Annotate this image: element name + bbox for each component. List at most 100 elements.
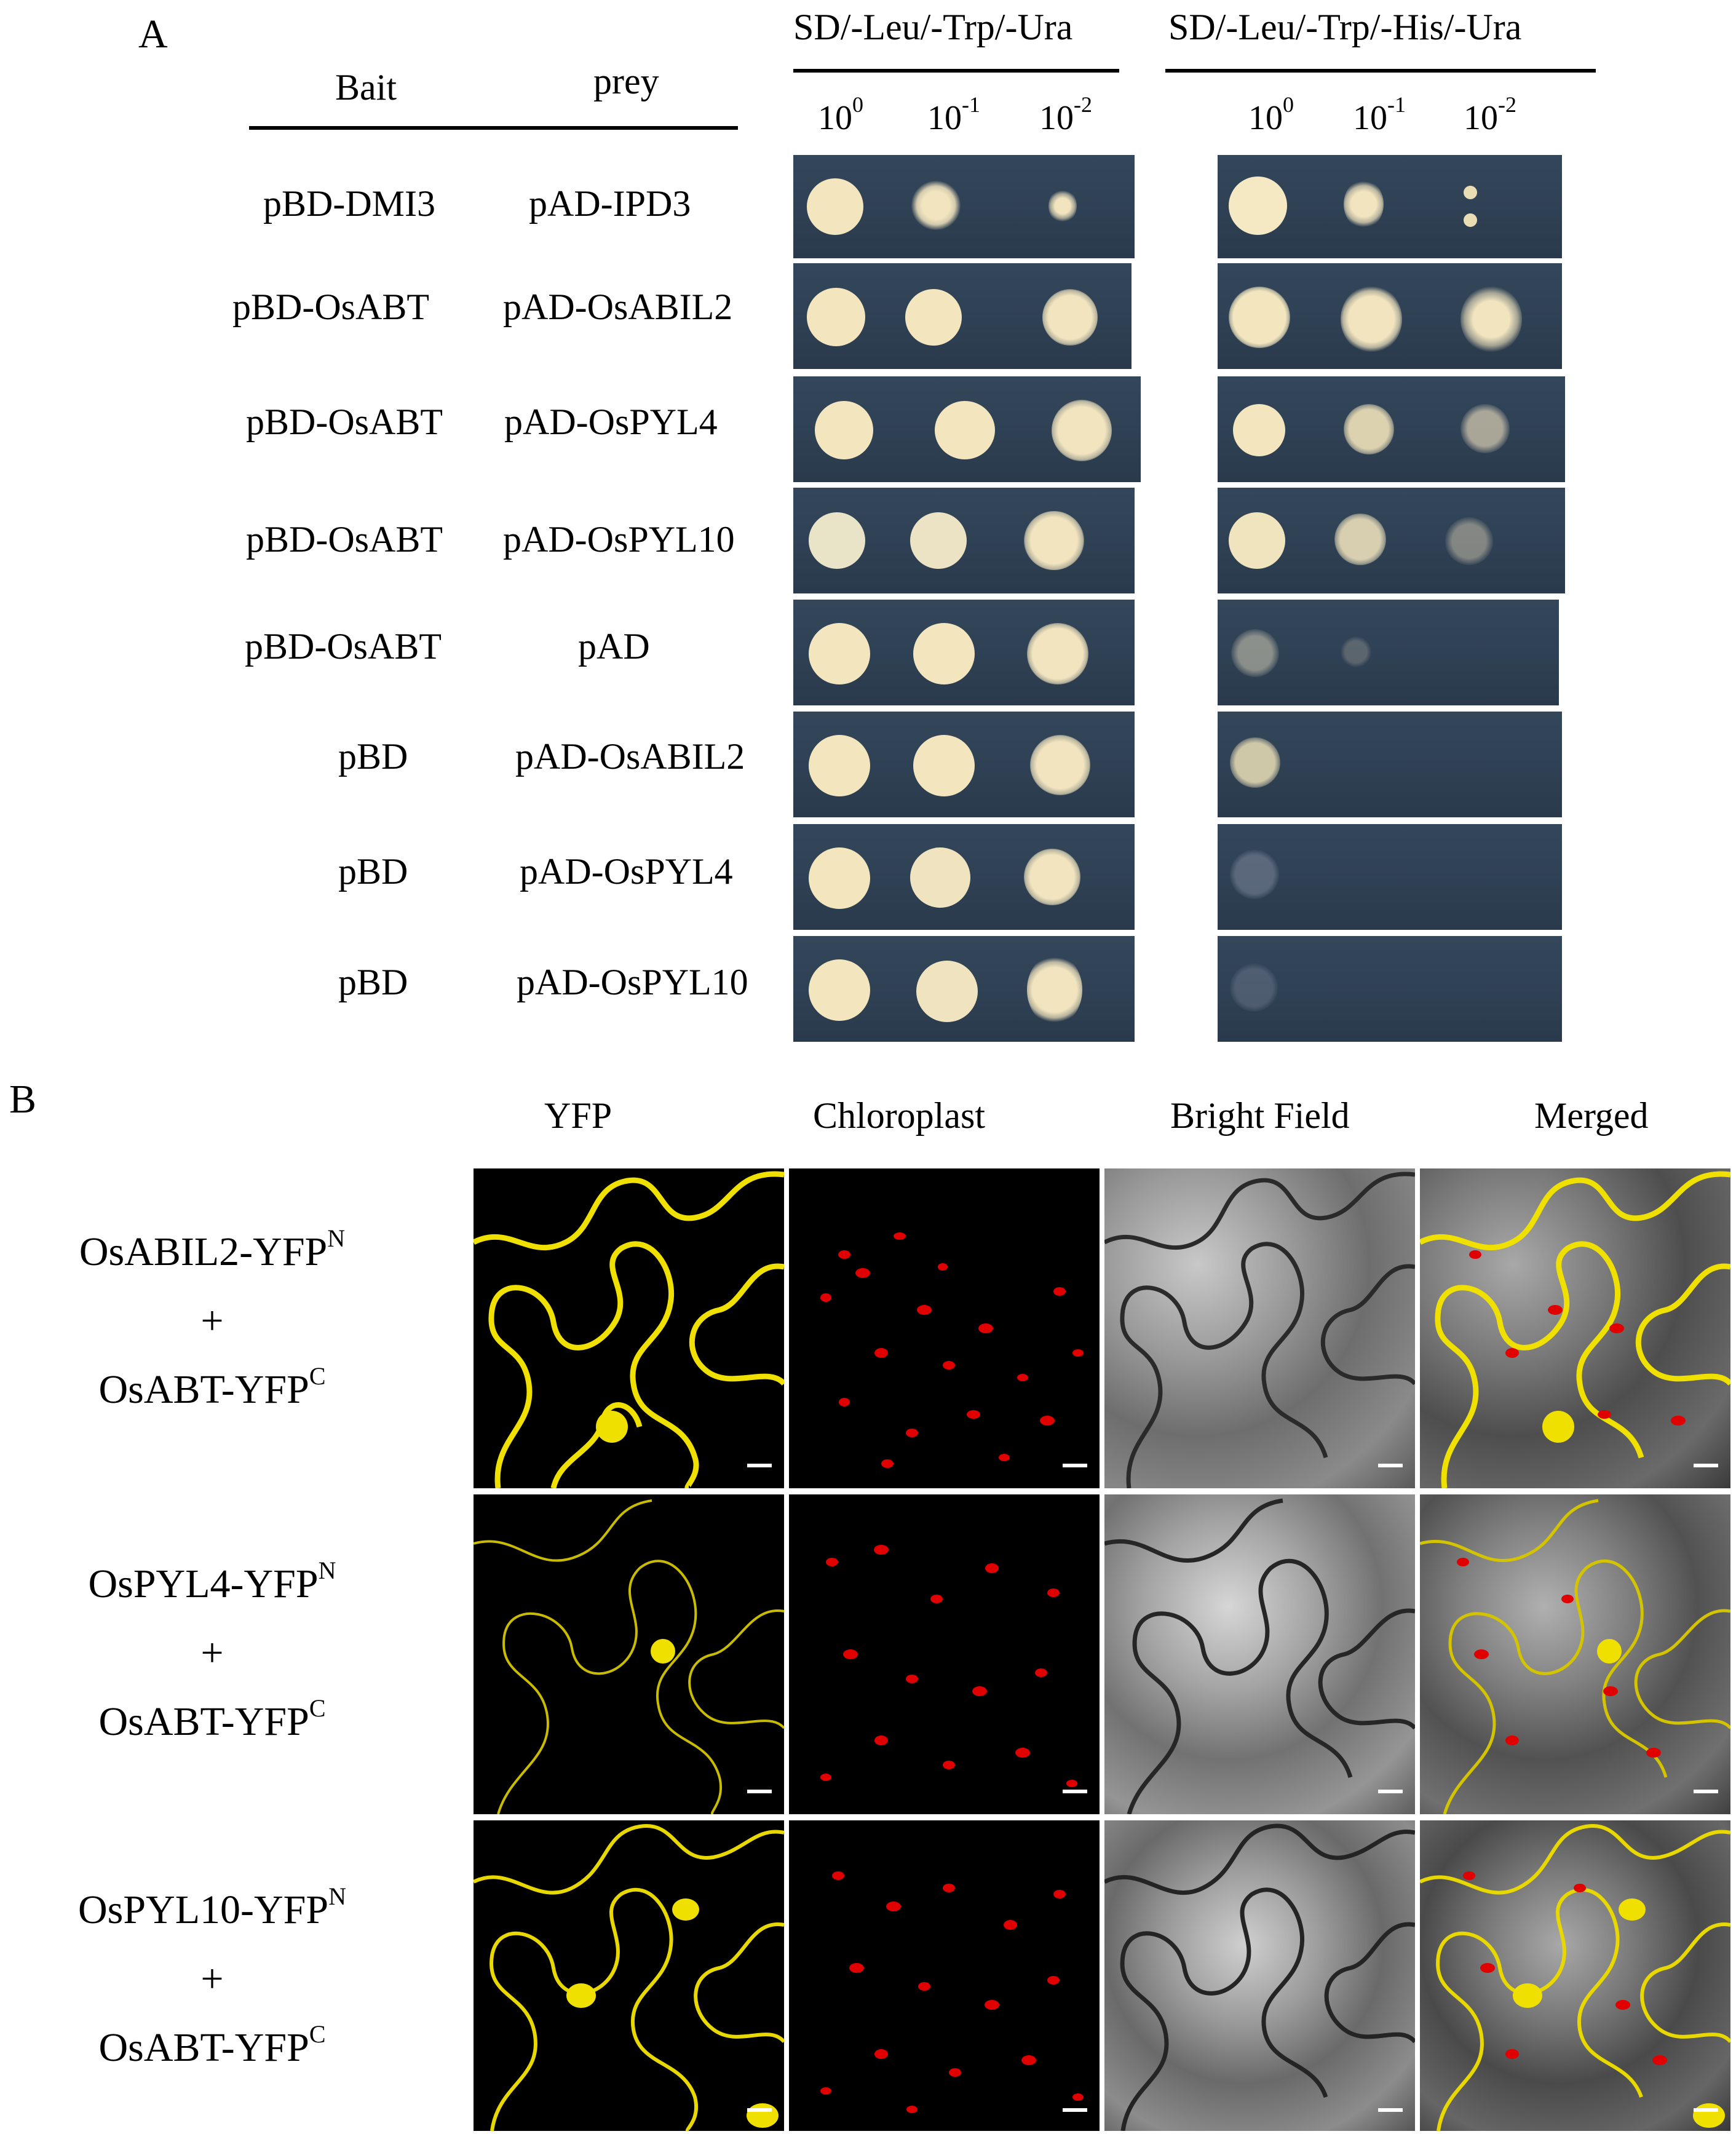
- chloroplast-image: [789, 1494, 1100, 1814]
- yeast-plate: [1218, 824, 1562, 930]
- colony-spot: [1461, 404, 1510, 453]
- scale-bar: [1378, 1464, 1403, 1467]
- scale-bar: [1694, 1790, 1718, 1793]
- scale-bar: [747, 1790, 772, 1793]
- merged-image: [1420, 1494, 1730, 1814]
- header-rule-bait-prey: [249, 126, 738, 130]
- bait-label: pBD: [338, 851, 408, 892]
- bait-label: pBD-OsABT: [246, 519, 443, 560]
- yeast-plate: [1218, 488, 1565, 593]
- construct-label: OsPYL10-YFPN + OsABT-YFPC: [78, 1882, 346, 2071]
- colony-spot: [1027, 954, 1082, 1025]
- colony-spot: [1229, 177, 1287, 235]
- prey-label: pAD-OsPYL4: [504, 402, 718, 442]
- colony-spot: [807, 288, 865, 346]
- yeast-plate: [1218, 263, 1562, 369]
- scale-bar: [1063, 2108, 1087, 2112]
- colony-spot: [1230, 737, 1280, 788]
- merged-signal: [1420, 1171, 1730, 1488]
- colony-spot: [913, 735, 975, 796]
- header-rule-media-1: [793, 69, 1119, 73]
- merged-signal: [1420, 1824, 1730, 2131]
- dilution-label: 10-2: [1464, 92, 1516, 137]
- yeast-plate: [793, 263, 1132, 369]
- yeast-plate: [1218, 936, 1562, 1042]
- column-header-merged: Merged: [1534, 1095, 1649, 1136]
- prey-label: pAD: [578, 626, 650, 667]
- colony-spot: [1229, 287, 1290, 348]
- yeast-plate: [793, 824, 1135, 930]
- colony-spot: [1052, 400, 1112, 461]
- colony-spot: [1233, 404, 1285, 456]
- yeast-plate: [793, 155, 1135, 258]
- prey-column-header: prey: [593, 61, 659, 101]
- colony-spot: [1445, 517, 1493, 565]
- yfp-image: [474, 1820, 784, 2131]
- colony-spot: [910, 512, 967, 569]
- colony-spot: [916, 961, 978, 1022]
- colony-spot: [809, 959, 870, 1021]
- yfp-image: [474, 1494, 784, 1814]
- construct-label: OsPYL4-YFPN + OsABT-YFPC: [88, 1557, 336, 1745]
- construct-label: OsABIL2-YFPN + OsABT-YFPC: [79, 1224, 346, 1413]
- dilution-label: 10-1: [927, 92, 980, 137]
- colony-spot: [1464, 186, 1477, 199]
- colony-spot: [809, 735, 870, 796]
- colony-spot: [1024, 849, 1080, 905]
- colony-spot: [809, 512, 865, 569]
- bait-label: pBD-OsABT: [245, 626, 442, 667]
- colony-spot: [1042, 289, 1098, 346]
- prey-label: pAD-OsABIL2: [503, 287, 733, 327]
- colony-spot: [1341, 637, 1371, 667]
- yeast-plate: [1218, 155, 1562, 258]
- bait-label: pBD-OsABT: [232, 287, 430, 327]
- chloroplast-signal: [820, 1545, 1077, 1787]
- dilution-label: 100: [1248, 92, 1294, 137]
- colony-spot: [815, 401, 873, 459]
- yeast-plate: [1218, 376, 1565, 482]
- column-header-bright-field: Bright Field: [1170, 1095, 1350, 1136]
- colony-spot: [1230, 964, 1278, 1012]
- colony-spot: [1461, 285, 1522, 353]
- prey-label: pAD-OsPYL4: [520, 851, 733, 892]
- chloroplast-image: [789, 1168, 1100, 1488]
- yeast-plate: [1218, 600, 1559, 705]
- scale-bar: [1378, 2108, 1403, 2112]
- column-header-yfp: YFP: [544, 1095, 612, 1136]
- bright-field-image: [1104, 1820, 1415, 2131]
- prey-label: pAD-OsPYL10: [503, 519, 735, 560]
- colony-spot: [1048, 189, 1077, 223]
- media-label-2: SD/-Leu/-Trp/-His/-Ura: [1168, 7, 1522, 47]
- bait-column-header: Bait: [335, 67, 397, 108]
- colony-spot: [1341, 285, 1402, 353]
- colony-spot: [1229, 512, 1285, 569]
- yfp-signal: [474, 1824, 784, 2131]
- bright-field-image: [1104, 1494, 1415, 1814]
- merged-image: [1420, 1820, 1730, 2131]
- colony-spot: [1230, 850, 1279, 899]
- colony-spot: [1344, 404, 1394, 454]
- column-header-chloroplast: Chloroplast: [813, 1095, 985, 1136]
- colony-spot: [1231, 629, 1279, 677]
- dilution-label: 100: [818, 92, 863, 137]
- yfp-signal: [474, 1171, 784, 1488]
- colony-spot: [1030, 735, 1090, 795]
- colony-spot: [905, 289, 962, 346]
- colony-spot: [807, 178, 863, 235]
- bright-field-cells: [1104, 1498, 1415, 1814]
- scale-bar: [747, 2108, 772, 2112]
- bait-label: pBD-DMI3: [263, 183, 435, 224]
- colony-spot: [935, 401, 995, 459]
- bait-label: pBD: [338, 962, 408, 1002]
- header-rule-media-2: [1165, 69, 1596, 73]
- colony-spot: [1024, 511, 1084, 570]
- chloroplast-image: [789, 1820, 1100, 2131]
- colony-spot: [809, 847, 870, 909]
- yeast-plate: [1218, 712, 1562, 817]
- chloroplast-signal: [820, 1871, 1084, 2113]
- yeast-plate: [793, 712, 1135, 817]
- prey-label: pAD-IPD3: [529, 183, 691, 224]
- yfp-image: [474, 1168, 784, 1488]
- yfp-signal: [474, 1499, 784, 1814]
- colony-spot: [911, 181, 961, 230]
